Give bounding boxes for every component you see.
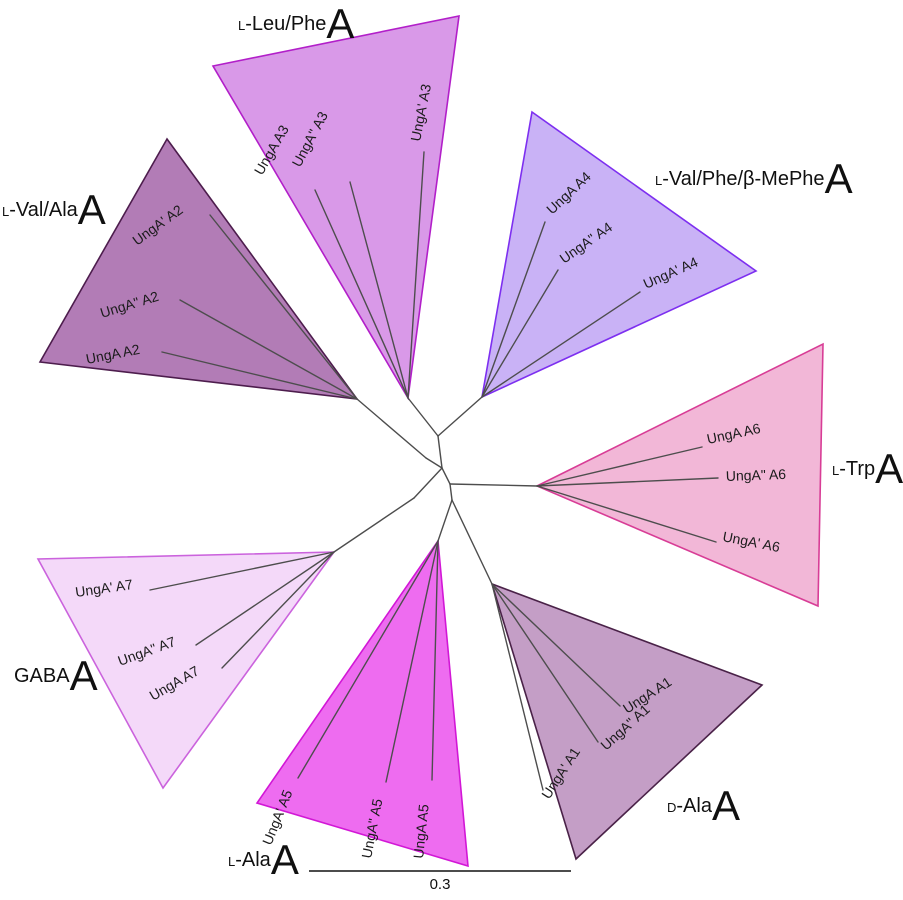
tree-branch <box>413 467 443 499</box>
clade-l-val-ala: UngA' A2 UngA" A2 UngA A2 L-Val/AlaA <box>2 137 359 401</box>
leaf-branch <box>407 151 425 399</box>
leaf-branch <box>431 540 439 781</box>
clade-d-ala: UngA A1 UngA" A1 UngA' A1 D-AlaA <box>490 582 764 861</box>
tree-branch <box>437 499 453 542</box>
clade-title: D-AlaA <box>667 782 740 829</box>
leaf-branch <box>314 189 409 399</box>
leaf-branch <box>536 477 719 487</box>
clade-l-val-phe-b-mephe: UngA A4 UngA" A4 UngA' A4 L-Val/Phe/β-Me… <box>480 110 853 399</box>
leaf-branch <box>297 540 439 779</box>
leaf-branch <box>385 540 439 783</box>
leaf-branch <box>349 181 409 399</box>
clade-title: L-Val/AlaA <box>2 186 106 233</box>
tree-branch <box>356 398 427 459</box>
tree-branch <box>441 467 451 485</box>
clade-title-big-a: A <box>78 186 106 233</box>
leaf-branch <box>491 583 599 743</box>
tree-branch <box>425 457 443 469</box>
clade-title-big-a: A <box>712 782 740 829</box>
clade-title-prefix: D <box>667 800 676 815</box>
tree-branch <box>407 397 439 437</box>
clade-title-prefix: L <box>832 463 839 478</box>
clade-title-name: -Ala <box>676 795 712 817</box>
leaf-label: UngA A5 <box>410 803 432 859</box>
tree-branch <box>451 499 493 585</box>
scale-bar: 0.3 <box>309 870 571 893</box>
clade-title: GABAA <box>14 652 98 699</box>
clade-title: L-Leu/PheA <box>238 0 354 47</box>
clade-title-prefix: L <box>2 204 9 219</box>
clade-gaba: UngA' A7 UngA" A7 UngA A7 GABAA <box>14 551 336 790</box>
internal-branches <box>333 396 538 585</box>
clade-title-prefix: L <box>238 18 245 33</box>
tree-branch <box>449 483 453 501</box>
leaf-branch <box>536 446 703 487</box>
leaf-branch <box>481 221 546 398</box>
leaf-branch <box>481 269 559 398</box>
leaf-branch <box>491 583 544 791</box>
leaf-branch <box>161 351 358 400</box>
leaf-branch <box>149 551 335 591</box>
leaf-branch <box>179 299 358 400</box>
clade-triangle <box>535 342 824 608</box>
leaf-branch <box>221 551 335 669</box>
clade-triangle <box>255 538 469 868</box>
clade-title-big-a: A <box>875 445 903 492</box>
clade-title-prefix: L <box>655 173 662 188</box>
clade-title-big-a: A <box>326 0 354 47</box>
clade-title: L-Val/Phe/β-MePheA <box>655 155 853 202</box>
clade-title-name: -Val/Phe/β-MePhe <box>662 168 824 190</box>
leaf-branch <box>195 551 335 646</box>
tree-branch <box>437 396 483 437</box>
leaf-label: UngA" A6 <box>726 466 787 484</box>
clade-triangle <box>36 551 336 790</box>
clade-title-big-a: A <box>271 836 299 883</box>
clade-triangle <box>38 137 359 401</box>
clade-triangle <box>490 582 764 861</box>
clade-title-prefix: L <box>228 854 235 869</box>
clade-title-name: GABA <box>14 665 70 687</box>
clade-l-trp: UngA A6 UngA" A6 UngA' A6 L-TrpA <box>535 342 903 608</box>
tree-branch <box>449 483 538 487</box>
leaf-branch <box>481 291 641 398</box>
clade-title: L-AlaA <box>228 836 299 883</box>
leaf-branch <box>491 583 621 707</box>
clade-title-name: -Ala <box>235 849 271 871</box>
clade-title-big-a: A <box>825 155 853 202</box>
clade-title: L-TrpA <box>832 445 903 492</box>
clade-title-big-a: A <box>70 652 98 699</box>
clade-l-leu-phe: UngA" A3 UngA A3 UngA' A3 L-Leu/PheA <box>211 0 460 401</box>
clade-title-name: -Trp <box>839 458 875 480</box>
leaf-branch <box>209 214 358 400</box>
tree-branch <box>333 497 415 553</box>
tree-branch <box>437 435 443 469</box>
scale-bar-label: 0.3 <box>430 876 451 893</box>
clade-triangle <box>480 110 758 399</box>
clade-title-name: -Leu/Phe <box>245 13 326 35</box>
leaf-branch <box>536 485 717 543</box>
clade-triangle <box>211 14 460 401</box>
clade-title-name: -Val/Ala <box>9 199 78 221</box>
